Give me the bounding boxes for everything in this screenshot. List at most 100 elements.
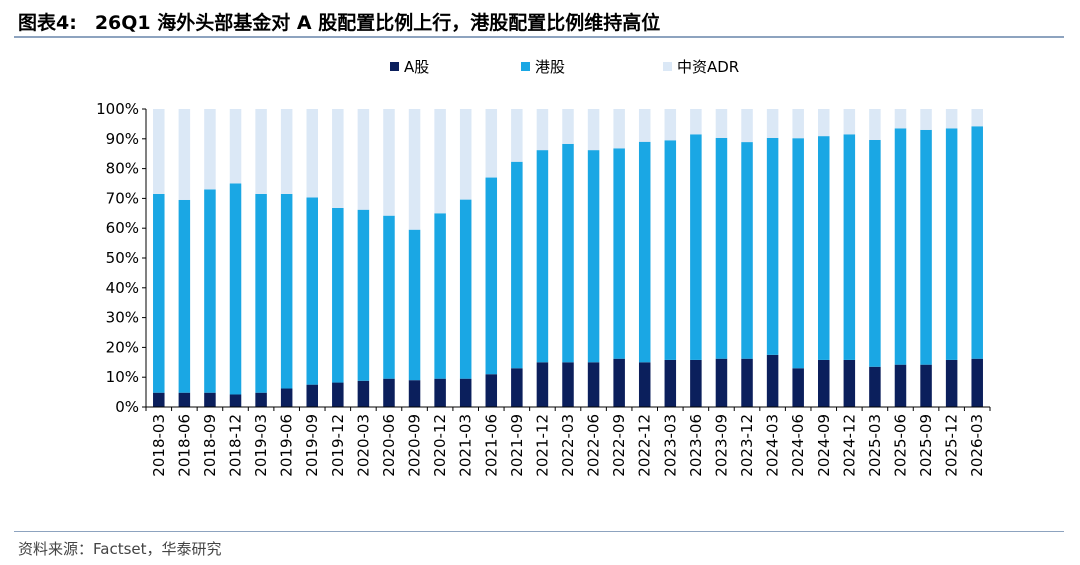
bar-2025-03-series-1 xyxy=(869,366,881,407)
bar-2025-06-series-3 xyxy=(894,109,907,129)
bar-2025-09-series-2 xyxy=(920,129,932,365)
bar-2018-03-series-1 xyxy=(153,392,165,407)
bar-2021-09-series-1 xyxy=(511,368,523,407)
bar-2022-06-series-3 xyxy=(587,109,600,151)
bars xyxy=(153,109,983,407)
bar-2023-03-series-1 xyxy=(664,359,677,407)
bar-2022-12-series-3 xyxy=(638,109,651,142)
x-tick-label: 2024-12 xyxy=(840,414,858,477)
bar-2019-03-series-2 xyxy=(255,193,267,393)
bar-2023-03-series-3 xyxy=(664,109,677,141)
y-tick-label: 80% xyxy=(106,160,139,178)
bar-2021-09-series-3 xyxy=(511,109,523,162)
bar-2024-09-series-2 xyxy=(818,136,830,360)
bar-2019-12-series-2 xyxy=(332,207,344,383)
bar-2023-12-series-3 xyxy=(741,109,753,143)
x-tick-label: 2024-09 xyxy=(815,414,833,477)
bar-2019-03-series-3 xyxy=(255,109,267,194)
x-tick-label: 2025-06 xyxy=(891,414,909,477)
bar-2025-03-series-3 xyxy=(869,109,881,140)
bar-2019-03-series-1 xyxy=(255,392,267,407)
bar-2018-09-series-1 xyxy=(204,392,216,407)
bar-2018-06-series-2 xyxy=(178,199,191,393)
bar-2026-03-series-1 xyxy=(971,358,983,407)
bar-2023-09-series-2 xyxy=(715,137,728,359)
bar-2019-09-series-2 xyxy=(306,197,318,385)
bar-2026-03-series-3 xyxy=(971,109,983,127)
x-tick-label: 2021-03 xyxy=(457,414,475,477)
x-tick-label: 2020-03 xyxy=(354,414,372,477)
bar-2025-12-series-1 xyxy=(945,359,958,407)
x-tick-label: 2021-06 xyxy=(482,414,500,477)
bar-2018-03-series-3 xyxy=(153,109,165,194)
bar-2021-06-series-3 xyxy=(485,109,498,178)
bar-2024-03-series-2 xyxy=(766,137,779,355)
y-tick-label: 10% xyxy=(106,368,139,386)
bar-2024-03-series-3 xyxy=(766,109,779,138)
y-tick-label: 70% xyxy=(106,189,139,207)
legend-label-3: 中资ADR xyxy=(677,58,739,76)
bar-2020-09-series-1 xyxy=(408,380,421,407)
bar-2018-12-series-2 xyxy=(229,183,242,395)
bar-2018-12-series-1 xyxy=(229,394,242,407)
bar-2025-03-series-2 xyxy=(869,139,881,367)
legend-label-2: 港股 xyxy=(535,58,565,76)
y-tick-label: 100% xyxy=(96,100,139,118)
y-tick-label: 90% xyxy=(106,130,139,148)
bar-2020-03-series-2 xyxy=(357,209,370,381)
bar-2022-09-series-2 xyxy=(613,148,625,359)
bar-2020-12-series-1 xyxy=(434,378,446,407)
bar-2023-06-series-3 xyxy=(690,109,702,135)
bar-2018-09-series-2 xyxy=(204,189,216,393)
legend-swatch-3 xyxy=(663,62,672,71)
bar-2022-06-series-2 xyxy=(587,150,600,363)
bar-2023-06-series-2 xyxy=(690,134,702,360)
bar-2019-12-series-1 xyxy=(332,382,344,407)
bar-2025-09-series-3 xyxy=(920,109,932,130)
x-tick-label: 2018-09 xyxy=(201,414,219,477)
x-tick-label: 2025-12 xyxy=(943,414,961,477)
bar-2022-12-series-2 xyxy=(638,141,651,363)
bar-2020-06-series-2 xyxy=(383,215,395,379)
x-tick-label: 2021-12 xyxy=(533,414,551,477)
x-tick-label: 2019-12 xyxy=(329,414,347,477)
bar-2022-03-series-2 xyxy=(562,143,574,363)
bar-2024-12-series-2 xyxy=(843,134,856,360)
bar-2020-03-series-1 xyxy=(357,380,370,407)
x-tick-label: 2022-09 xyxy=(610,414,628,477)
bar-2018-12-series-3 xyxy=(229,109,242,184)
x-tick-label: 2018-03 xyxy=(150,414,168,477)
bar-2021-12-series-2 xyxy=(536,150,549,363)
x-tick-label: 2020-09 xyxy=(406,414,424,477)
bar-2023-12-series-1 xyxy=(741,358,753,407)
bar-2018-06-series-3 xyxy=(178,109,191,200)
bar-2024-09-series-3 xyxy=(818,109,830,137)
x-tick-label: 2020-06 xyxy=(380,414,398,477)
bar-2026-03-series-2 xyxy=(971,126,983,359)
bar-2019-09-series-3 xyxy=(306,109,318,198)
bar-2018-03-series-2 xyxy=(153,193,165,393)
x-tick-label: 2018-12 xyxy=(227,414,245,477)
bar-2020-03-series-3 xyxy=(357,109,370,210)
x-tick-label: 2020-12 xyxy=(431,414,449,477)
bar-2019-09-series-1 xyxy=(306,384,318,407)
source-note: 资料来源：Factset，华泰研究 xyxy=(18,540,222,558)
x-tick-label: 2022-06 xyxy=(585,414,603,477)
y-tick-label: 20% xyxy=(106,338,139,356)
bar-2019-12-series-3 xyxy=(332,109,344,208)
y-tick-label: 0% xyxy=(115,398,139,416)
bar-2022-03-series-1 xyxy=(562,362,574,407)
bar-2021-12-series-3 xyxy=(536,109,549,151)
bar-2020-09-series-3 xyxy=(408,109,421,230)
x-tick-label: 2025-09 xyxy=(917,414,935,477)
x-tick-label: 2023-12 xyxy=(738,414,756,477)
bar-2021-03-series-1 xyxy=(459,378,472,407)
bar-2019-06-series-1 xyxy=(280,388,293,407)
bar-2020-06-series-1 xyxy=(383,378,395,407)
bar-2021-06-series-1 xyxy=(485,374,498,407)
bar-2024-12-series-3 xyxy=(843,109,856,135)
bar-2024-06-series-1 xyxy=(792,368,804,407)
y-tick-label: 50% xyxy=(106,249,139,267)
y-tick-label: 40% xyxy=(106,279,139,297)
bar-2019-06-series-3 xyxy=(280,109,293,194)
